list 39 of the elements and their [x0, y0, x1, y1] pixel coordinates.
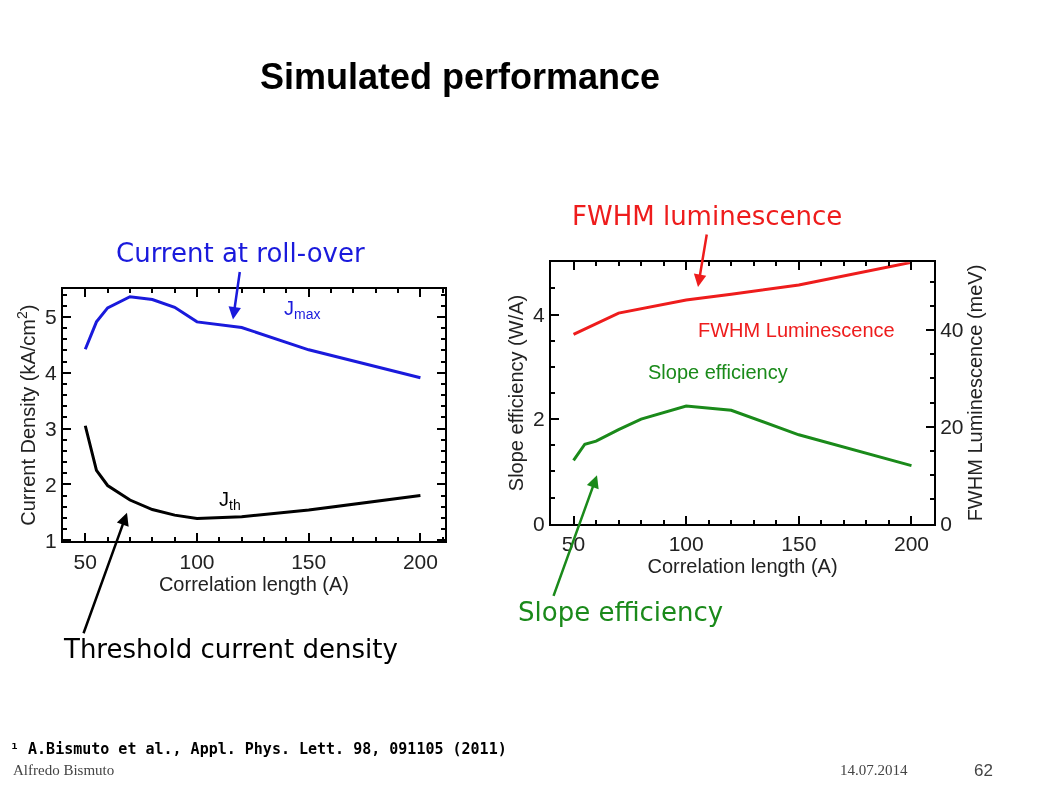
- text: Alfredo Bismuto: [13, 762, 115, 778]
- text: Current at roll-over: [116, 238, 365, 268]
- y-tick-label: 0: [533, 512, 545, 536]
- y-axis-title: Slope efficiency (W/A): [505, 294, 528, 492]
- y-tick-label: 3: [45, 416, 57, 440]
- y-tick-label: 4: [45, 361, 58, 385]
- x-tick-label: 150: [291, 549, 327, 573]
- legend-label: J$_{max}$: [284, 297, 321, 323]
- text: FWHM luminescence: [572, 201, 843, 231]
- x-tick-label: 100: [179, 549, 215, 573]
- x-axis-title: Correlation length (A): [158, 572, 350, 595]
- y-tick-label: 5: [45, 305, 57, 329]
- text: Slope efficiency: [518, 597, 724, 627]
- y-tick-label: 1: [45, 528, 57, 552]
- text: ¹ A.Bismuto et al., Appl. Phys. Lett. 98, 091105 (2011): [10, 740, 507, 758]
- line-series: [572, 262, 913, 336]
- y-tick-label: 2: [533, 407, 545, 431]
- line-series: [83, 424, 422, 520]
- y2-tick-label: 40: [940, 318, 964, 342]
- x-tick-label: 200: [402, 549, 438, 573]
- line-series: [83, 295, 422, 380]
- x-tick-label: 200: [893, 531, 929, 555]
- x-axis-title: Correlation length (A): [647, 554, 838, 577]
- y2-tick-label: 0: [940, 512, 952, 536]
- series-label: J$_{th}$: [219, 488, 241, 514]
- y-tick-label: 4: [533, 302, 546, 326]
- text: Threshold current density: [63, 634, 398, 664]
- y2-axis-title: FWHM Luminescence (meV): [963, 264, 986, 522]
- line-series: [572, 404, 913, 468]
- series-label: Slope efficiency: [648, 361, 788, 383]
- x-tick-label: 150: [781, 531, 817, 555]
- text: 14.07.2014: [840, 762, 908, 778]
- chart-title: Simulated performance: [260, 56, 661, 97]
- y2-tick-label: 20: [940, 415, 964, 439]
- text: 62: [974, 761, 993, 780]
- y-tick-label: 2: [45, 472, 57, 496]
- x-tick-label: 50: [73, 549, 97, 573]
- series-label: FWHM Luminescence: [698, 319, 895, 341]
- x-tick-label: 100: [668, 531, 704, 555]
